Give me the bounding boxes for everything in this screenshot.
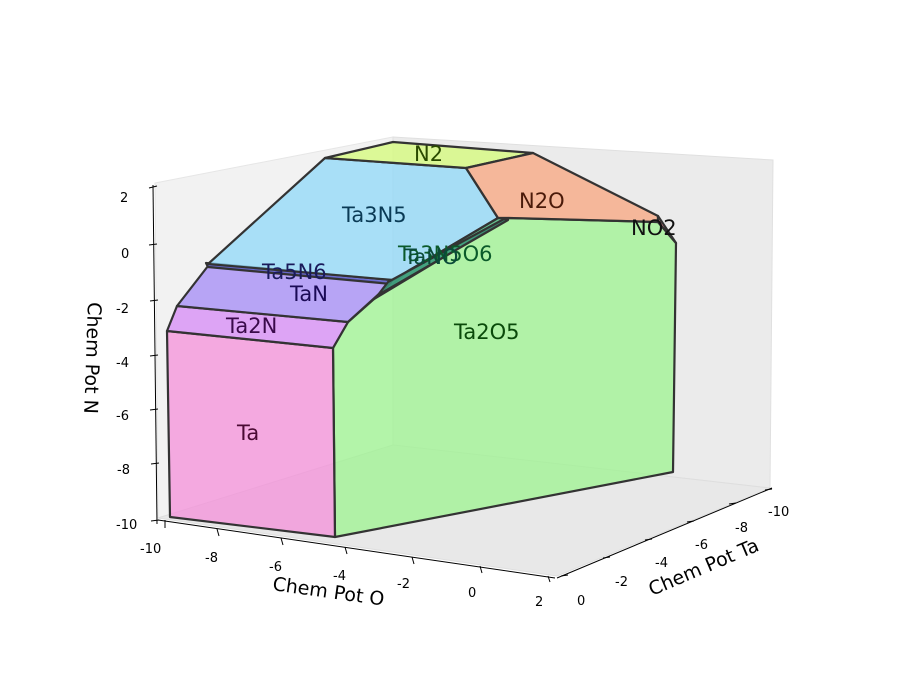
x-tick-label: -6: [269, 560, 282, 575]
face-no2: [656, 214, 678, 245]
z-axis-line: [152, 184, 158, 525]
z-tick-label: -2: [116, 302, 129, 317]
region-label-no2: NO2: [631, 216, 677, 240]
y-tick-label: -8: [735, 521, 748, 536]
region-label-tano: TaNO: [403, 245, 458, 269]
z-tick-label: -6: [116, 409, 129, 424]
x-tick-label: -10: [140, 542, 161, 557]
region-label-ta2n: Ta2N: [225, 314, 277, 338]
x-tick-label: -2: [397, 577, 410, 592]
x-tick-label: -4: [333, 569, 346, 584]
z-tick-label: -10: [116, 518, 137, 533]
region-label-ta2o5: Ta2O5: [453, 320, 519, 344]
y-tick-label: -4: [655, 556, 668, 571]
y-tick-label: -6: [695, 538, 708, 553]
x-tick-label: 0: [468, 586, 476, 601]
region-label-n2o: N2O: [519, 189, 565, 213]
y-tick-label: -10: [768, 505, 789, 520]
region-label-ta5n6: Ta5N6: [261, 260, 327, 284]
z-tick-label: 2: [120, 191, 128, 206]
face-tano: [376, 217, 510, 297]
x-axis-ticks: [164, 520, 551, 583]
x-axis-label: Chem Pot O: [271, 573, 385, 610]
region-label-n2: N2: [414, 142, 443, 166]
region-label-ta3n5o6: Ta3N5O6: [397, 242, 493, 266]
y-axis-line: [556, 487, 773, 579]
z-tick-label: -4: [116, 356, 129, 371]
z-axis-label: Chem Pot N: [79, 302, 105, 414]
x-tick-label: -8: [205, 551, 218, 566]
region-label-ta: Ta: [236, 421, 259, 445]
z-axis-ticks: [148, 185, 160, 522]
region-label-tan: TaN: [289, 282, 328, 306]
y-tick-label: 0: [577, 594, 585, 609]
x-axis-line: [157, 519, 556, 579]
y-axis-ticks: [560, 488, 773, 577]
z-tick-label: 0: [121, 247, 129, 262]
y-tick-label: -2: [615, 575, 628, 590]
z-tick-label: -8: [117, 463, 130, 478]
region-label-ta3n5: Ta3N5: [341, 203, 407, 227]
x-tick-label: 2: [535, 595, 543, 610]
